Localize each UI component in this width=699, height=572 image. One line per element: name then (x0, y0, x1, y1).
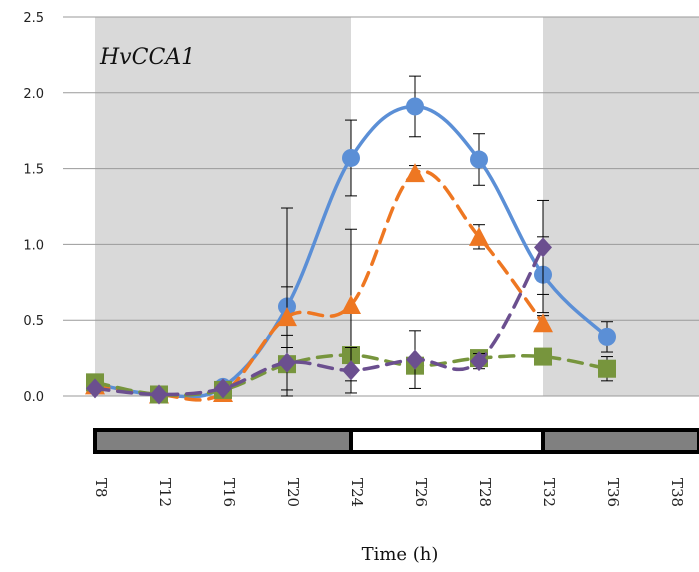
data-point-circle (406, 97, 424, 116)
data-point-diamond (406, 349, 424, 370)
gene-annotation: HvCCA1 (99, 45, 195, 70)
data-point-circle (470, 150, 488, 169)
x-tick-label: T24 (348, 478, 366, 507)
x-tick-labels: T8 T12 T16 T20 T24 T26 T28 T32 T36 T38 (92, 478, 686, 507)
light-period-segment (349, 428, 545, 454)
x-tick-label: T20 (284, 478, 302, 507)
dark-period-segment (93, 428, 353, 454)
shaded-region (543, 17, 699, 396)
data-point-diamond (342, 360, 360, 381)
data-point-triangle (341, 295, 361, 315)
y-tick-label: 2.0 (23, 87, 44, 102)
series-4 (86, 199, 552, 405)
data-point-circle (342, 148, 360, 167)
data-point-triangle (533, 313, 553, 333)
series-line (93, 169, 545, 402)
data-point-diamond (534, 237, 552, 258)
x-tick-label: T12 (156, 478, 174, 507)
y-tick-label: 1.0 (23, 238, 44, 253)
shaded-region (95, 17, 351, 396)
data-point-diamond (278, 352, 296, 373)
data-point-triangle (469, 226, 489, 246)
data-point-square (598, 359, 616, 378)
y-tick-label: 0.0 (23, 390, 44, 405)
y-tick-label: 2.5 (23, 11, 44, 26)
data-point-diamond (150, 384, 168, 405)
x-tick-label: T8 (92, 478, 110, 498)
background-shading (95, 17, 699, 396)
x-tick-label: T38 (668, 478, 686, 507)
x-tick-label: T32 (540, 478, 558, 507)
x-tick-label: T36 (604, 478, 622, 507)
y-tick-label: 0.5 (23, 314, 44, 329)
dark-period-segment (541, 428, 699, 454)
series-2 (85, 163, 553, 404)
y-tick-label: 1.5 (23, 163, 44, 178)
data-point-diamond (470, 351, 488, 372)
y-tick-labels: 0.0 0.5 1.0 1.5 2.0 2.5 (23, 11, 44, 405)
data-point-square (534, 347, 552, 366)
light-dark-bar (93, 428, 699, 454)
x-tick-label: T16 (220, 478, 238, 507)
x-tick-label: T28 (476, 478, 494, 507)
data-point-diamond (214, 378, 232, 399)
data-point-triangle (277, 307, 297, 327)
series-group (85, 75, 616, 405)
x-axis-label: Time (h) (362, 544, 439, 565)
data-point-triangle (405, 163, 425, 183)
data-point-diamond (86, 378, 104, 399)
x-tick-label: T26 (412, 478, 430, 507)
data-point-circle (598, 327, 616, 346)
